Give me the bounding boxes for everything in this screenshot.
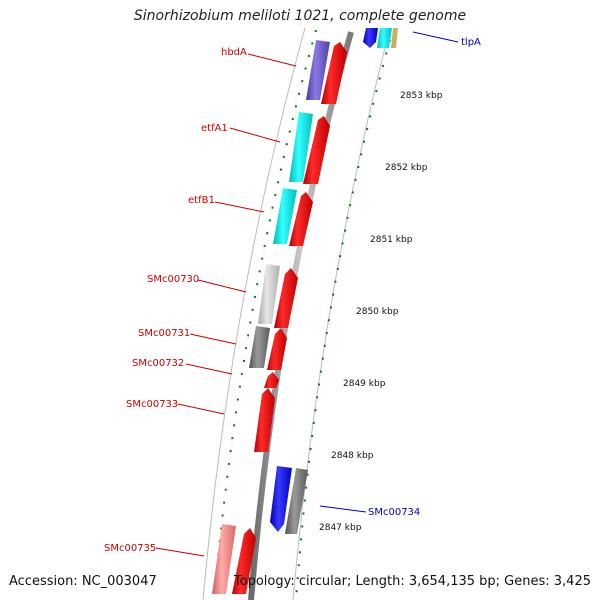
gene-label-SMc00732: SMc00732 bbox=[132, 358, 184, 369]
accession-label: Accession: NC_003047 bbox=[9, 574, 157, 589]
ruler-label-2851: 2851 kbp bbox=[370, 235, 413, 245]
gene-SMc00735-forward bbox=[232, 528, 256, 594]
gene-label-SMc00733: SMc00733 bbox=[126, 399, 178, 410]
gene-SMc00732-forward bbox=[264, 372, 279, 388]
gene-etfB1-forward bbox=[289, 192, 313, 246]
ruler-label-2848: 2848 kbp bbox=[331, 451, 374, 461]
gene-SMc00733-forward bbox=[254, 388, 275, 452]
ruler-label-2849: 2849 kbp bbox=[343, 379, 386, 389]
gene-etfB1-reverse bbox=[273, 188, 297, 244]
gene-hbdA-forward bbox=[321, 42, 347, 104]
gene-label-etfB1: etfB1 bbox=[188, 195, 215, 206]
gene-hbdA-reverse bbox=[306, 40, 330, 100]
ruler-label-2853: 2853 kbp bbox=[400, 91, 443, 101]
gene-SMc00735-reverse bbox=[212, 524, 236, 594]
gene-khaki-top bbox=[391, 28, 398, 48]
gene-SMc00734-grey bbox=[285, 468, 308, 534]
gene-label-SMc00730: SMc00730 bbox=[147, 274, 199, 285]
ruler-label-2847: 2847 kbp bbox=[319, 523, 362, 533]
gene-SMc00730-reverse bbox=[258, 264, 280, 324]
gene-SMc00734-blue bbox=[270, 466, 292, 532]
callout-lines-blue bbox=[319, 31, 459, 513]
gene-label-SMc00735: SMc00735 bbox=[104, 543, 156, 554]
gene-label-tlpA: tlpA bbox=[461, 37, 481, 48]
topology-label: Topology: circular; Length: 3,654,135 bp… bbox=[233, 574, 591, 589]
gene-cyan-top bbox=[377, 28, 392, 48]
map-title: Sinorhizobium meliloti 1021, complete ge… bbox=[133, 8, 467, 24]
gene-etfA1-forward bbox=[303, 116, 330, 184]
callout-lines bbox=[155, 53, 297, 557]
ruler-label-2850: 2850 kbp bbox=[356, 307, 399, 317]
ruler-label-2852: 2852 kbp bbox=[385, 163, 428, 173]
band-left-edge bbox=[202, 27, 306, 600]
gene-label-hbdA: hbdA bbox=[221, 47, 247, 58]
gene-etfA1-reverse bbox=[289, 112, 313, 182]
gene-label-SMc00734: SMc00734 bbox=[368, 507, 420, 518]
gene-label-SMc00731: SMc00731 bbox=[138, 328, 190, 339]
gene-SMc00730-forward bbox=[274, 268, 298, 328]
gene-SMc00731-forward bbox=[267, 328, 287, 370]
tick-row-outer bbox=[213, 29, 317, 600]
gene-label-etfA1: etfA1 bbox=[201, 123, 228, 134]
gene-blue-top bbox=[363, 28, 378, 48]
gene-SMc00731-reverse bbox=[249, 326, 270, 368]
